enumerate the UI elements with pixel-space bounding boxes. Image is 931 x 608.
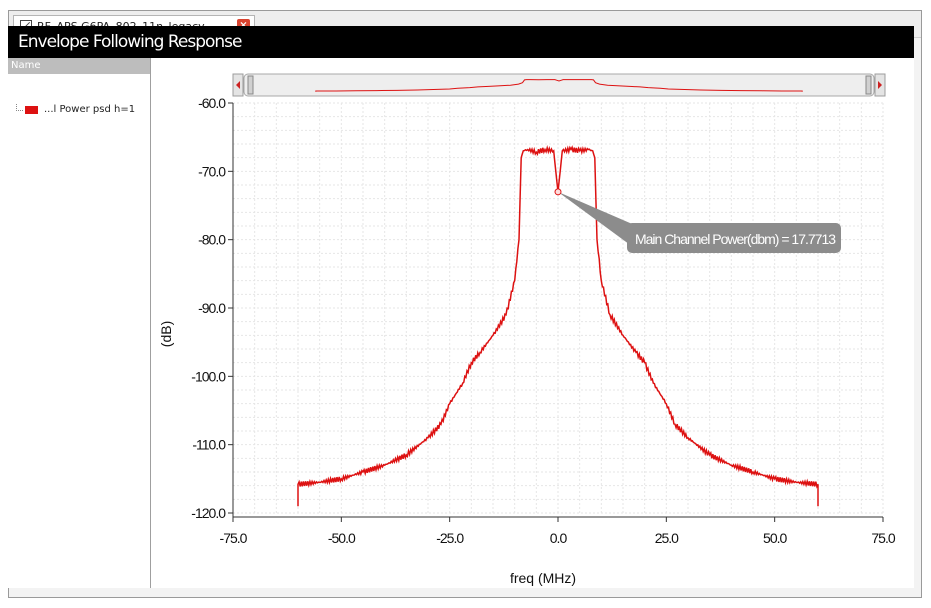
scroll-left-icon xyxy=(236,81,240,89)
y-axis-label: (dB) xyxy=(158,321,174,347)
y-tick-label: -100.0 xyxy=(191,368,226,384)
x-tick-label: 50.0 xyxy=(763,530,787,546)
overview-trace xyxy=(315,79,803,92)
window-title: Envelope Following Response xyxy=(18,32,242,52)
chart-svg: -60.0 -70.0 -80.0 -90.0 -100.0 -110.0 -120.0 -… xyxy=(158,73,897,586)
overview-right-handle[interactable] xyxy=(865,75,872,95)
overview-scrollbar[interactable] xyxy=(232,73,886,97)
x-tick-label: 75.0 xyxy=(871,530,895,546)
legend-panel: Name ...l Power psd h=1 xyxy=(8,58,151,588)
y-tick-label: -120.0 xyxy=(191,505,226,521)
chart-grid xyxy=(232,102,884,514)
x-tick-label: 25.0 xyxy=(655,530,679,546)
y-tick-labels: -60.0 -70.0 -80.0 -90.0 -100.0 -110.0 -120.0 xyxy=(191,95,233,521)
plot-area: -60.0 -70.0 -80.0 -90.0 -100.0 -110.0 -120.0 -… xyxy=(151,58,914,588)
y-tick-label: -80.0 xyxy=(198,232,226,248)
overview-left-handle[interactable] xyxy=(247,75,254,95)
legend-item[interactable]: ...l Power psd h=1 xyxy=(16,104,135,115)
tree-connector-icon xyxy=(16,104,23,111)
x-tick-label: -75.0 xyxy=(220,530,248,546)
y-tick-label: -110.0 xyxy=(192,437,226,453)
x-tick-label: -25.0 xyxy=(436,530,464,546)
window-title-bar: Envelope Following Response xyxy=(8,26,914,58)
y-tick-label: -60.0 xyxy=(198,95,226,111)
legend-column-header: Name xyxy=(8,58,150,74)
x-tick-labels: -75.0 -50.0 -25.0 0.0 25.0 50.0 75.0 xyxy=(220,517,897,546)
annotation-box xyxy=(627,223,841,253)
x-tick-label: -50.0 xyxy=(328,530,356,546)
y-tick-label: -90.0 xyxy=(198,300,226,316)
annotation-text: Main Channel Power(dbm) = 17.7713 xyxy=(635,231,836,247)
marker-annotation[interactable]: Main Channel Power(dbm) = 17.7713 xyxy=(554,188,841,253)
legend-item-label: ...l Power psd h=1 xyxy=(44,104,136,115)
annotation-pointer xyxy=(558,191,637,250)
x-axis-label: freq (MHz) xyxy=(510,570,576,586)
overview-track[interactable] xyxy=(243,73,875,97)
chart-axes xyxy=(232,103,883,518)
x-tick-label: 0.0 xyxy=(550,530,568,546)
legend-swatch xyxy=(25,105,38,114)
y-tick-label: -70.0 xyxy=(198,163,226,179)
marker-point[interactable] xyxy=(554,188,562,196)
scroll-right-icon xyxy=(878,81,882,89)
